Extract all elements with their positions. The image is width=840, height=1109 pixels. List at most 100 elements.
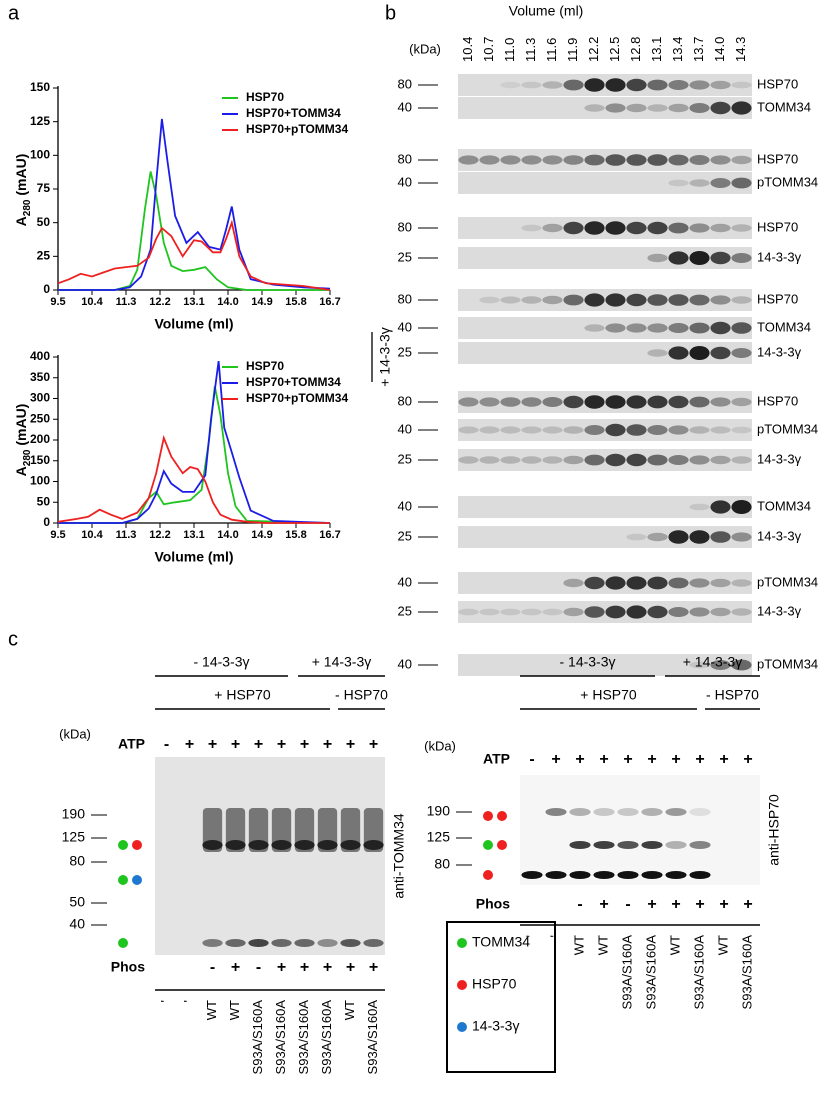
gel-band: [689, 503, 710, 511]
x-tick-label: 15.8: [285, 529, 306, 541]
gel-band: [605, 423, 626, 437]
gel-strip: [458, 97, 752, 119]
gel-band: [710, 223, 731, 233]
species-dot: [483, 811, 493, 821]
lane-label: ': [547, 935, 562, 937]
gel-band: [542, 608, 563, 616]
species-dot: [483, 840, 493, 850]
gel-band: [500, 296, 521, 304]
y-axis-label: A280 (mAU): [13, 154, 33, 227]
gel-band: [710, 426, 731, 434]
marker-label: 25: [398, 249, 412, 264]
gel-band: [689, 426, 710, 434]
y-axis-label-part: (mAU): [13, 404, 29, 450]
gel-band: [647, 532, 668, 542]
legend-box: [446, 921, 556, 1073]
gel-band: [584, 154, 605, 166]
blot-band: [225, 939, 246, 947]
gel-band: [479, 397, 500, 407]
band-label: 14-3-3γ: [757, 249, 802, 264]
band-label: TOMM34: [757, 319, 811, 334]
volume-label: 14.0: [712, 37, 727, 62]
atp-label: ATP: [118, 736, 145, 752]
gel-strip: [458, 572, 752, 594]
gel-band: [689, 322, 710, 334]
x-tick-label: 14.0: [217, 296, 238, 308]
legend-dot: [457, 1022, 467, 1032]
volume-label: 13.7: [691, 37, 706, 62]
marker-label: 80: [434, 856, 450, 872]
gel-band: [647, 395, 668, 409]
phos-sign: +: [599, 896, 608, 913]
legend-label: HSP70: [472, 976, 517, 992]
atp-sign: +: [599, 751, 608, 768]
gel-band: [689, 179, 710, 187]
lane-label: ': [523, 935, 538, 937]
blot-band: [248, 939, 269, 947]
blot-band: [294, 939, 315, 947]
y-axis-label-part: 280: [22, 199, 33, 216]
gel-band: [542, 155, 563, 165]
y-axis-label-part: A: [13, 466, 29, 476]
y-axis-label: A280 (mAU): [13, 404, 33, 477]
gel-band: [731, 348, 752, 358]
gel-band: [710, 500, 731, 514]
gel-band: [479, 608, 500, 616]
gel-band: [710, 295, 731, 305]
blot-band: [271, 840, 292, 850]
marker-label: 40: [398, 656, 412, 671]
gel-band: [668, 103, 689, 113]
gel-band: [563, 395, 584, 409]
gel-band: [626, 154, 647, 166]
legend-label: HSP70+TOMM34: [246, 106, 341, 120]
lane-label: WT: [342, 1000, 357, 1020]
gel-band: [668, 577, 689, 589]
marker-label: 40: [398, 99, 412, 114]
marker-label: 80: [398, 151, 412, 166]
blot-band: [248, 840, 269, 850]
series-line: [58, 385, 331, 524]
y-tick-label: 350: [30, 370, 50, 384]
gel-band: [563, 79, 584, 91]
lane-label: WT: [715, 935, 730, 955]
gel-band: [668, 80, 689, 90]
gel-band: [710, 80, 731, 90]
gel-band: [689, 103, 710, 113]
marker-label: 80: [69, 853, 85, 869]
marker-label: 25: [398, 344, 412, 359]
blot-band: [665, 808, 687, 816]
lane-label: S93A/S160A: [691, 935, 706, 1010]
gel-band: [668, 323, 689, 333]
gel-band: [521, 608, 542, 616]
blot-band: [569, 871, 591, 879]
gel-strip: [458, 654, 752, 676]
series-line: [57, 219, 331, 291]
blot-band: [363, 840, 384, 850]
blot-band: [317, 840, 338, 850]
atp-sign: +: [623, 751, 632, 768]
band-label: HSP70: [757, 219, 798, 234]
x-tick-label: 14.9: [251, 296, 272, 308]
gel-strip: [458, 317, 752, 339]
gel-band: [731, 397, 752, 407]
gel-band: [710, 155, 731, 165]
gel-band: [626, 576, 647, 590]
blot-band: [202, 840, 223, 850]
gel-band: [647, 79, 668, 91]
species-dot: [497, 811, 507, 821]
gel-band: [500, 155, 521, 165]
gel-band: [605, 395, 626, 409]
gel-band: [605, 78, 626, 92]
marker-label: 80: [398, 76, 412, 91]
blot-band: [689, 808, 711, 816]
marker-label: 25: [398, 528, 412, 543]
gel-band: [689, 80, 710, 90]
gel-band: [584, 221, 605, 235]
gel-band: [689, 294, 710, 306]
marker-label: 25: [398, 451, 412, 466]
legend-dot: [457, 938, 467, 948]
phos-sign: +: [231, 959, 240, 976]
gel-band: [605, 221, 626, 235]
legend-label: 14-3-3γ: [472, 1018, 519, 1034]
lane-label: S93A/S160A: [273, 1000, 288, 1075]
